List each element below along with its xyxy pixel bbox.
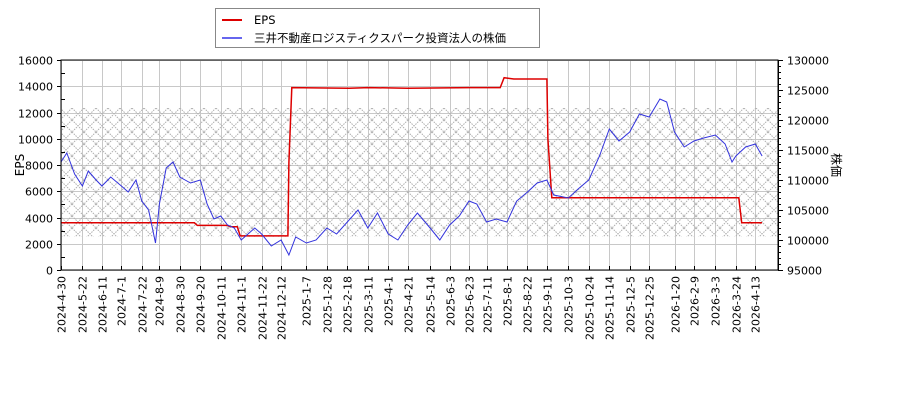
x-tick-label: 2025-12-5: [625, 276, 638, 333]
x-tick-label: 2026-4-13: [750, 276, 763, 333]
x-tick-label: 2025-11-14: [604, 276, 617, 340]
left-tick-label: 10000: [18, 134, 53, 147]
shaded-band: [61, 108, 778, 237]
right-tick-label: 120000: [787, 115, 829, 128]
left-tick-label: 0: [46, 265, 53, 278]
x-tick-label: 2025-5-14: [425, 276, 438, 333]
legend-item-price: 三井不動産ロジスティクスパーク投資法人の株価: [222, 30, 506, 46]
x-axis: 2024-4-30 2024-5-22 2024-6-11 2024-7-1 2024-…: [56, 266, 763, 340]
left-tick-label: 2000: [25, 239, 53, 252]
left-tick-label: 12000: [18, 108, 53, 121]
right-tick-label: 115000: [787, 145, 829, 158]
x-tick-label: 2026-3-24: [731, 276, 744, 333]
x-tick-label: 2025-6-3: [445, 276, 458, 326]
x-tick-label: 2024-7-22: [137, 276, 150, 333]
x-tick-label: 2025-3-11: [363, 276, 376, 333]
x-tick-label: 2025-4-21: [403, 276, 416, 333]
right-tick-label: 95000: [787, 265, 822, 278]
x-tick-label: 2024-8-9: [154, 276, 167, 326]
x-tick-label: 2024-12-12: [276, 276, 289, 340]
left-tick-label: 8000: [25, 160, 53, 173]
x-tick-label: 2026-3-3: [710, 276, 723, 326]
price-swatch: [222, 37, 242, 39]
x-tick-label: 2025-1-28: [322, 276, 335, 333]
left-axis-title: EPS: [13, 154, 27, 176]
price-line: [60, 98, 763, 257]
legend-label-eps: EPS: [254, 13, 276, 27]
right-axis-title: 株価: [829, 153, 844, 177]
left-tick-label: 14000: [18, 81, 53, 94]
left-tick-label: 16000: [18, 55, 53, 68]
x-tick-label: 2025-10-3: [563, 276, 576, 333]
left-tick-label: 6000: [25, 186, 53, 199]
x-tick-label: 2024-11-1: [236, 276, 249, 333]
right-tick-label: 105000: [787, 205, 829, 218]
x-tick-label: 2025-4-1: [383, 276, 396, 326]
right-tick-label: 110000: [787, 175, 829, 188]
left-axis: 0 2000 4000 6000 8000 10000 12000 14000 16000: [18, 55, 65, 278]
x-tick-label: 2024-7-1: [116, 276, 129, 326]
x-tick-label: 2024-9-20: [195, 276, 208, 333]
x-tick-label: 2024-10-11: [216, 276, 229, 340]
x-tick-label: 2026-2-9: [689, 276, 702, 326]
x-tick-label: 2025-9-11: [542, 276, 555, 333]
x-tick-label: 2025-6-23: [464, 276, 477, 333]
x-tick-label: 2025-8-22: [522, 276, 535, 333]
x-tick-label: 2026-1-20: [670, 276, 683, 333]
x-tick-label: 2024-8-30: [175, 276, 188, 333]
right-axis: 95000 100000 105000 110000 115000 120000 12500…: [778, 55, 829, 278]
x-tick-label: 2025-1-7: [301, 276, 314, 326]
legend-label-price: 三井不動産ロジスティクスパーク投資法人の株価: [254, 31, 506, 45]
x-tick-label: 2024-4-30: [56, 276, 69, 333]
legend-item-eps: EPS: [222, 12, 276, 28]
x-tick-label: 2024-5-22: [77, 276, 90, 333]
x-tick-label: 2025-10-24: [584, 276, 597, 340]
x-tick-label: 2024-6-11: [97, 276, 110, 333]
right-tick-label: 100000: [787, 235, 829, 248]
x-tick-label: 2024-11-22: [257, 276, 270, 340]
right-tick-label: 125000: [787, 85, 829, 98]
x-tick-label: 2025-12-25: [644, 276, 657, 340]
x-tick-label: 2025-7-11: [482, 276, 495, 333]
right-tick-label: 130000: [787, 55, 829, 68]
legend: EPS 三井不動産ロジスティクスパーク投資法人の株価: [215, 8, 540, 48]
eps-swatch: [222, 19, 242, 21]
left-tick-label: 4000: [25, 213, 53, 226]
x-tick-label: 2025-2-18: [342, 276, 355, 333]
x-tick-label: 2025-8-1: [502, 276, 515, 326]
